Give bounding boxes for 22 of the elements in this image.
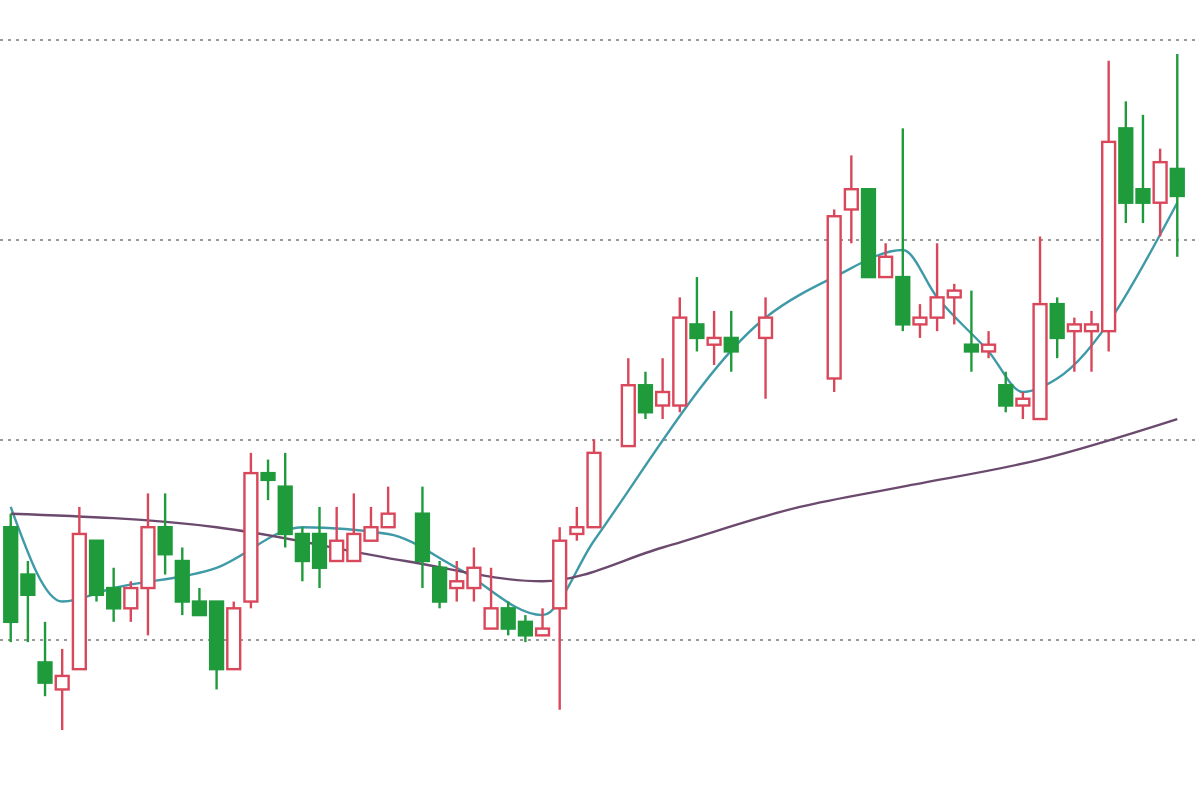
candlestick — [998, 370, 1014, 414]
candlestick — [431, 559, 448, 610]
candlestick — [54, 647, 70, 732]
candlestick — [260, 458, 276, 502]
candlestick — [37, 620, 53, 698]
candlestick — [878, 242, 894, 279]
candlestick — [757, 296, 774, 400]
candlestick — [483, 566, 499, 630]
candlestick — [534, 607, 551, 637]
candlestick — [1152, 147, 1168, 238]
candlestick — [1049, 296, 1065, 360]
candlestick — [414, 485, 431, 590]
candlestick — [689, 275, 705, 353]
candlestick — [723, 309, 739, 373]
candlestick — [963, 289, 980, 373]
candlestick — [637, 370, 654, 421]
candlestick — [980, 329, 997, 360]
candlestick — [157, 492, 173, 576]
candlestick — [1169, 52, 1185, 258]
candlestick — [843, 154, 859, 245]
candlestick — [706, 309, 722, 367]
candlestick — [895, 127, 911, 333]
